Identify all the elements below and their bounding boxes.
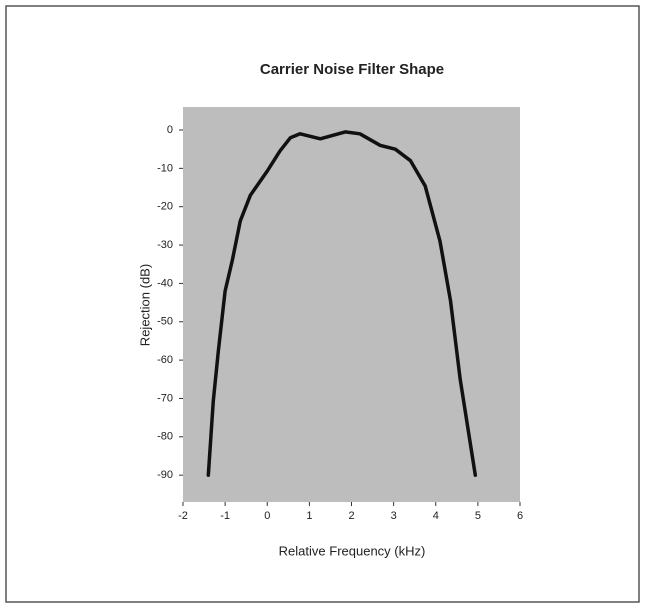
y-tick-label: -10 — [157, 162, 173, 174]
x-tick-label: 0 — [264, 510, 270, 522]
y-tick-label: -50 — [157, 316, 173, 328]
y-tick-label: -20 — [157, 201, 173, 213]
y-axis-label: Rejection (dB) — [137, 264, 152, 346]
x-tick-label: 2 — [348, 510, 354, 522]
x-tick-label: 1 — [306, 510, 312, 522]
y-tick-label: -70 — [157, 392, 173, 404]
y-tick-label: -80 — [157, 431, 173, 443]
plot-area — [183, 107, 520, 502]
line — [206, 130, 478, 477]
x-tick-label: 6 — [517, 510, 523, 522]
y-tick-label: -40 — [157, 277, 173, 289]
y-tick-label: -90 — [157, 469, 173, 481]
x-tick-label: -2 — [178, 510, 188, 522]
y-tick-label: 0 — [167, 124, 173, 136]
x-axis-label: Relative Frequency (kHz) — [279, 543, 426, 558]
x-tick-label: 3 — [391, 510, 397, 522]
x-tick-label: 4 — [433, 510, 439, 522]
y-tick-label: -60 — [157, 354, 173, 366]
x-tick-label: 5 — [475, 510, 481, 522]
y-tick-label: -30 — [157, 239, 173, 251]
chart-title: Carrier Noise Filter Shape — [260, 61, 444, 78]
x-tick-label: -1 — [220, 510, 230, 522]
frame — [5, 5, 640, 603]
